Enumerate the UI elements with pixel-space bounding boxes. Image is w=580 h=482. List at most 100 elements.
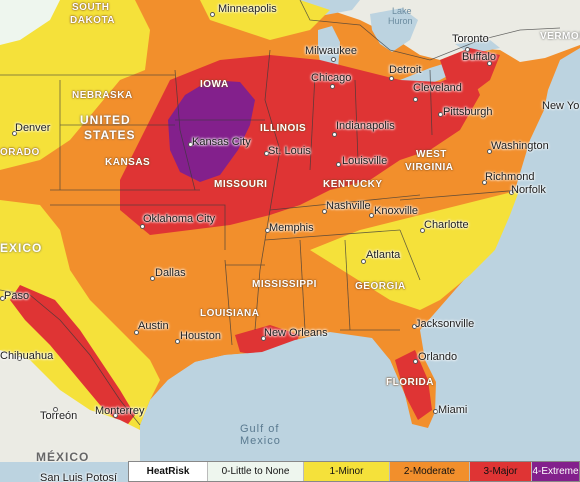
state-missouri: MISSOURI (214, 179, 268, 190)
country-mexico-label: MÉXICO (36, 450, 90, 464)
city-minneapolis[interactable]: Minneapolis (218, 3, 277, 15)
border-us-canada (299, 0, 561, 61)
gulf-label-line2: Mexico (240, 435, 281, 447)
state-georgia: GEORGIA (355, 281, 406, 292)
mexico-land (0, 350, 140, 462)
city-san-luis-potosi[interactable]: San Luis Potosí (40, 472, 118, 482)
lake-huron (370, 8, 418, 52)
city-dot-minneapolis (210, 12, 215, 17)
city-kansas-city[interactable]: Kansas City (192, 136, 251, 148)
city-monterrey[interactable]: Monterrey (95, 405, 145, 417)
legend-item-extreme: 4-Extreme (531, 462, 579, 481)
city-milwaukee[interactable]: Milwaukee (305, 45, 357, 57)
city-torreon[interactable]: Torreón (40, 410, 78, 422)
lake-huron-label-line1: Lake (392, 6, 412, 16)
city-dot-cleveland (413, 97, 418, 102)
border-illinois-indiana (309, 74, 316, 171)
state-vermont: VERMON (540, 31, 580, 42)
major-zone-texas (10, 285, 135, 428)
city-dot-new-orleans (261, 336, 266, 341)
city-atlanta[interactable]: Atlanta (366, 249, 401, 261)
city-chicago[interactable]: Chicago (311, 72, 352, 84)
minor-zone-north-plains (0, 0, 150, 170)
city-dot-el-paso (0, 296, 5, 301)
state-south-dakota-2: DAKOTA (70, 15, 116, 26)
city-new-york[interactable]: New Yo (542, 100, 580, 112)
state-west-virginia-2: VIRGINIA (405, 162, 454, 173)
city-dot-louisville (336, 162, 341, 167)
city-nashville[interactable]: Nashville (326, 200, 371, 212)
city-houston[interactable]: Houston (180, 330, 221, 342)
legend-item-major: 3-Major (469, 462, 531, 481)
city-dot-houston (175, 339, 180, 344)
city-dot-chihuahua (17, 356, 22, 361)
border-missouri-west (174, 69, 196, 191)
state-florida: FLORIDA (386, 377, 434, 388)
city-austin[interactable]: Austin (138, 320, 169, 332)
city-pittsburgh[interactable]: Pittsburgh (443, 106, 493, 118)
city-st-louis[interactable]: St. Louis (268, 145, 311, 157)
city-oklahoma-city[interactable]: Oklahoma City (143, 213, 216, 225)
state-iowa: IOWA (200, 79, 229, 90)
city-dot-oklahoma-city (140, 224, 145, 229)
city-denver[interactable]: Denver (15, 122, 51, 134)
city-dot-chicago (330, 84, 335, 89)
city-new-orleans[interactable]: New Orleans (264, 327, 328, 339)
border-tennessee-south (264, 229, 401, 241)
legend-item-none: 0-Little to None (207, 462, 303, 481)
city-louisville[interactable]: Louisville (342, 155, 388, 167)
city-norfolk[interactable]: Norfolk (511, 184, 546, 196)
city-detroit[interactable]: Detroit (389, 64, 422, 76)
state-borders (0, 0, 561, 426)
city-dot-st-louis (264, 151, 269, 156)
city-dot-atlanta (361, 259, 366, 264)
city-memphis[interactable]: Memphis (269, 222, 314, 234)
legend-item-minor: 1-Minor (303, 462, 389, 481)
city-dot-jacksonville (412, 324, 417, 329)
city-chihuahua[interactable]: Chihuahua (0, 350, 54, 362)
city-washington[interactable]: Washington (491, 140, 549, 152)
city-dot-denver (12, 131, 17, 136)
city-richmond[interactable]: Richmond (485, 171, 535, 183)
city-dot-indianapolis (332, 132, 337, 137)
major-zone-northeast (440, 48, 500, 95)
city-dot-toronto (465, 47, 470, 52)
city-dot-buffalo (487, 61, 492, 66)
border-indiana-ohio (354, 79, 359, 161)
city-dot-orlando (413, 359, 418, 364)
city-dot-norfolk (509, 190, 514, 195)
minor-zone-northwoods (200, 0, 330, 40)
city-dot-pittsburgh (438, 112, 443, 117)
city-orlando[interactable]: Orlando (418, 351, 458, 363)
country-mexico-west-label: EXICO (0, 241, 43, 255)
city-jacksonville[interactable]: Jacksonville (415, 318, 475, 330)
major-zone-florida (395, 350, 432, 420)
city-dallas[interactable]: Dallas (155, 267, 186, 279)
city-miami[interactable]: Miami (438, 404, 468, 416)
extreme-zone-kansas-city (168, 80, 255, 182)
city-dot-torreon (53, 407, 58, 412)
city-dot-nashville (322, 209, 327, 214)
city-dot-charlotte (420, 228, 425, 233)
city-dot-monterrey (113, 413, 118, 418)
lake-huron-label-line2: Huron (388, 16, 413, 26)
city-el-paso[interactable]: Paso (4, 290, 30, 302)
border-texas-louisiana (224, 259, 233, 346)
city-cleveland[interactable]: Cleveland (413, 82, 462, 94)
city-buffalo[interactable]: Buffalo (462, 51, 497, 63)
border-us-mexico (0, 289, 141, 426)
city-charlotte[interactable]: Charlotte (424, 219, 469, 231)
border-kentucky-tennessee (269, 194, 421, 211)
border-virginia-carolina (399, 189, 521, 201)
city-dot-detroit (389, 76, 394, 81)
city-indianapolis[interactable]: Indianapolis (336, 120, 395, 132)
state-illinois: ILLINOIS (260, 123, 307, 134)
minor-zone-southeast (310, 190, 520, 310)
heatrisk-legend: HeatRisk 0-Little to None 1-Minor 2-Mode… (128, 461, 580, 482)
border-alabama-georgia (344, 239, 351, 331)
city-toronto[interactable]: Toronto (452, 33, 489, 45)
city-knoxville[interactable]: Knoxville (374, 205, 419, 217)
country-usa-label-line1: UNITED (80, 113, 131, 127)
